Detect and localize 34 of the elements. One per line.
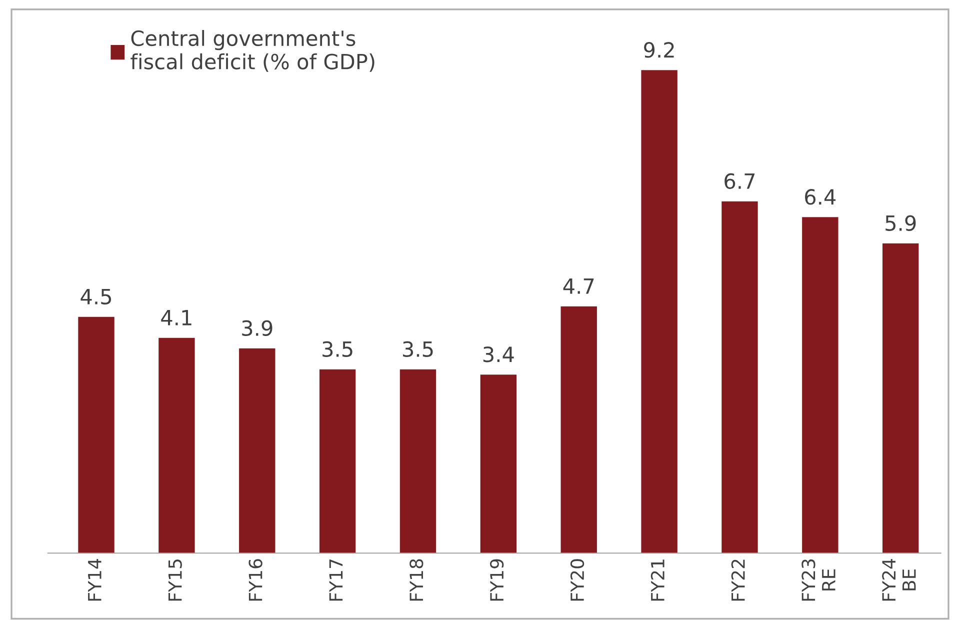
data-label: 5.9 [886, 215, 916, 232]
data-label: 3.4 [483, 346, 514, 362]
x-tick-label: FY18 [410, 559, 424, 601]
data-label: 3.5 [322, 341, 352, 358]
bar [78, 316, 114, 554]
data-label: 6.7 [724, 173, 755, 190]
x-tick-label: FY24 BE [882, 558, 916, 601]
bar [319, 369, 356, 554]
x-tick-label: FY21 [650, 560, 664, 601]
data-label: 4.5 [80, 289, 112, 305]
x-tick-label: FY20 [570, 559, 584, 601]
x-tick-label: FY14 [88, 558, 102, 601]
x-tick-label: FY15 [168, 560, 182, 601]
x-tick-label: FY23 RE [802, 559, 836, 601]
bar [158, 338, 195, 554]
data-label: 6.4 [805, 189, 836, 205]
data-label: 9.2 [644, 42, 674, 58]
bar [882, 243, 919, 554]
bar [641, 70, 678, 554]
legend-label: Central government's fiscal deficit (% of GDP) [130, 30, 374, 72]
bar [802, 217, 838, 554]
bar [722, 201, 758, 554]
bar [480, 374, 517, 554]
bar [400, 369, 436, 554]
data-label: 4.1 [161, 310, 192, 326]
x-tick-label: FY17 [329, 560, 343, 601]
x-tick-label: FY19 [490, 559, 504, 601]
bar [239, 348, 276, 554]
data-label: 3.9 [242, 320, 272, 336]
x-tick-label: FY16 [248, 559, 262, 601]
bar [560, 306, 597, 554]
x-tick-label: FY22 [731, 560, 745, 601]
data-label: 3.5 [403, 341, 433, 358]
data-label: 4.7 [563, 278, 594, 294]
